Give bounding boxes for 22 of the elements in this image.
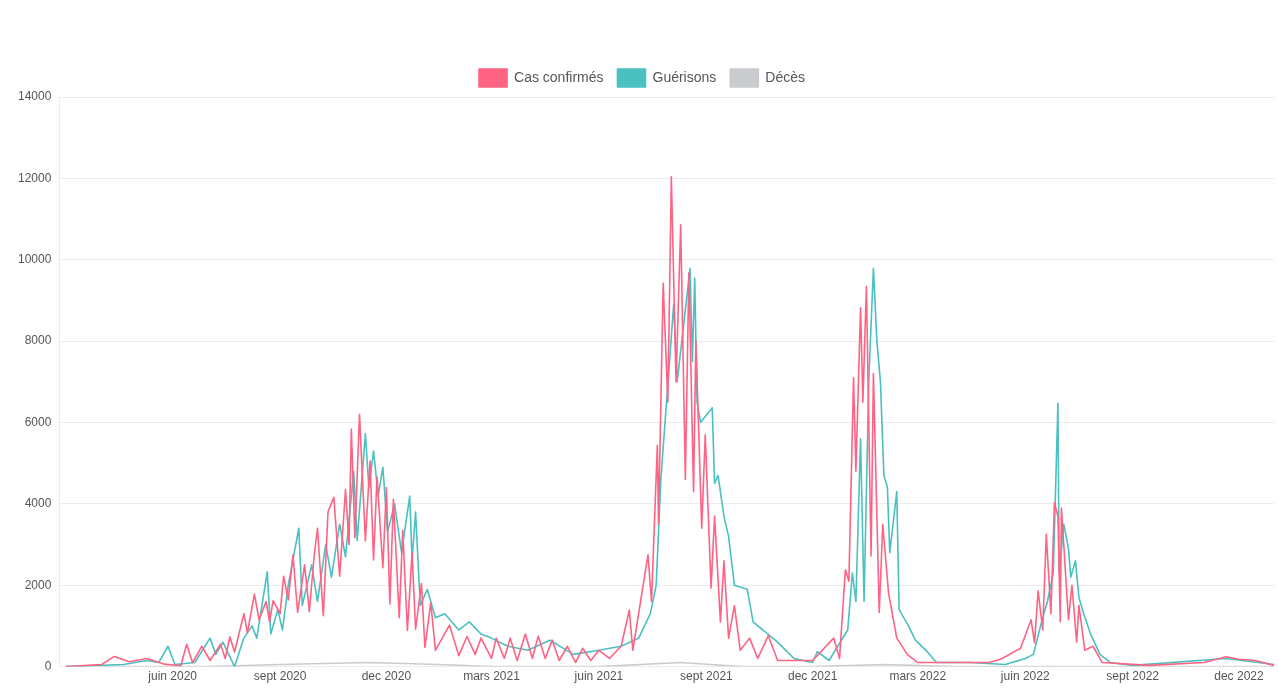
x-tick-label: juin 2020 [147, 669, 198, 684]
y-tick-label: 6000 [24, 414, 52, 429]
y-tick-label: 2000 [24, 577, 52, 592]
x-tick-label: dec 2021 [787, 669, 838, 684]
x-tick-label: mars 2022 [889, 669, 947, 684]
y-tick-label: 4000 [24, 496, 52, 511]
y-tick-label: 14000 [17, 89, 52, 104]
x-tick-label: sept 2020 [253, 669, 307, 684]
legend-label: Guérisons [652, 68, 717, 85]
legend-label: Décès [765, 68, 805, 85]
x-tick-label: dec 2020 [361, 669, 412, 684]
x-tick-label: mars 2021 [463, 669, 521, 684]
legend-label: Cas confirmés [514, 68, 604, 85]
y-tick-label: 12000 [17, 170, 52, 185]
y-tick-label: 0 [44, 658, 52, 673]
x-tick-label: juin 2022 [999, 669, 1050, 684]
x-tick-label: juin 2021 [573, 669, 624, 684]
x-tick-label: sept 2022 [1106, 669, 1160, 684]
x-tick-label: sept 2021 [680, 669, 734, 684]
y-tick-label: 10000 [17, 252, 52, 267]
y-tick-label: 8000 [24, 333, 52, 348]
x-tick-label: dec 2022 [1214, 669, 1264, 684]
